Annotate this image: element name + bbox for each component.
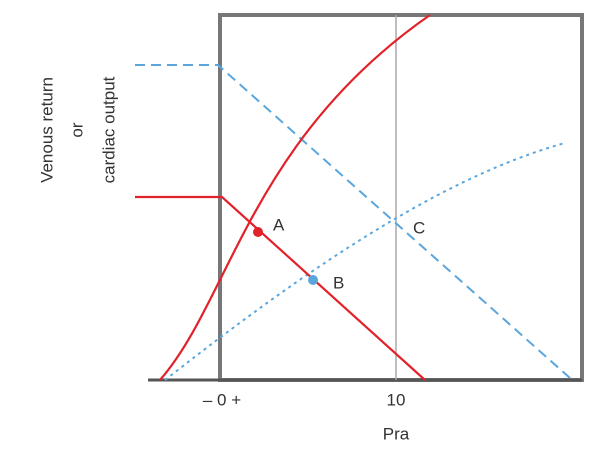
cardiac-output-curve: [159, 14, 431, 381]
y-axis-label: cardiac output: [99, 76, 118, 183]
x-axis-label: Pra: [383, 424, 410, 443]
x-tick-label: 10: [387, 390, 406, 409]
y-axis-label: or: [67, 122, 86, 137]
point-label: C: [413, 218, 425, 237]
y-axis-label: Venous return: [37, 77, 56, 183]
plot-frame: [218, 13, 584, 382]
point-a: [253, 227, 263, 237]
point-label: A: [273, 215, 285, 234]
x-tick-label: – 0 +: [203, 390, 241, 409]
venous-return-curve-shifted: [135, 64, 571, 379]
point-b: [308, 275, 318, 285]
cardiac-output-curve-depressed: [164, 142, 566, 381]
point-label: B: [333, 273, 344, 292]
venous-return-curve: [135, 195, 426, 381]
